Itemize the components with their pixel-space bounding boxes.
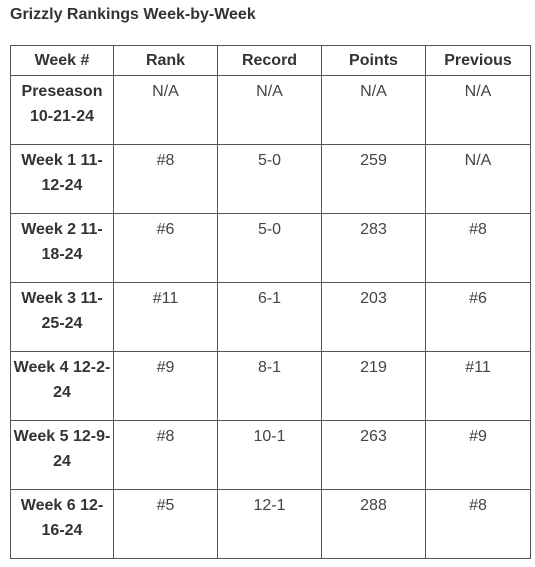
table-row: Preseason 10-21-24 N/A N/A N/A N/A bbox=[10, 75, 531, 145]
table-row: Week 1 11- 12-24 #8 5-0 259 N/A bbox=[10, 144, 531, 214]
previous-cell: N/A bbox=[425, 75, 531, 145]
table-row: Week 4 12-2- 24 #9 8-1 219 #11 bbox=[10, 351, 531, 421]
previous-cell: N/A bbox=[425, 144, 531, 214]
record-cell: 6-1 bbox=[217, 282, 322, 352]
week-line-2: 18-24 bbox=[41, 246, 83, 263]
previous-cell: #9 bbox=[425, 420, 531, 490]
week-cell: Week 1 11- 12-24 bbox=[10, 144, 114, 214]
record-cell: 5-0 bbox=[217, 144, 322, 214]
points-cell: 219 bbox=[321, 351, 426, 421]
table-row: Week 5 12-9- 24 #8 10-1 263 #9 bbox=[10, 420, 531, 490]
table-header-row: Week # Rank Record Points Previous bbox=[10, 45, 531, 76]
week-cell: Week 2 11- 18-24 bbox=[10, 213, 114, 283]
rankings-table: Week # Rank Record Points Previous Prese… bbox=[10, 45, 531, 559]
previous-cell: #11 bbox=[425, 351, 531, 421]
header-rank: Rank bbox=[113, 45, 218, 76]
record-cell: 12-1 bbox=[217, 489, 322, 559]
previous-cell: #6 bbox=[425, 282, 531, 352]
record-cell: 5-0 bbox=[217, 213, 322, 283]
week-line-1: Week 5 12-9- bbox=[13, 428, 111, 445]
header-week: Week # bbox=[10, 45, 114, 76]
week-cell: Week 4 12-2- 24 bbox=[10, 351, 114, 421]
points-cell: 288 bbox=[321, 489, 426, 559]
week-line-1: Preseason bbox=[21, 83, 103, 100]
page-title: Grizzly Rankings Week-by-Week bbox=[10, 6, 256, 23]
week-line-1: Week 1 11- bbox=[21, 152, 103, 169]
points-cell: 203 bbox=[321, 282, 426, 352]
rank-cell: #8 bbox=[113, 144, 218, 214]
week-line-2: 24 bbox=[53, 384, 71, 401]
week-cell: Week 6 12- 16-24 bbox=[10, 489, 114, 559]
record-cell: 8-1 bbox=[217, 351, 322, 421]
previous-cell: #8 bbox=[425, 489, 531, 559]
record-cell: 10-1 bbox=[217, 420, 322, 490]
week-line-1: Week 4 12-2- bbox=[13, 359, 111, 376]
week-line-2: 10-21-24 bbox=[29, 108, 95, 125]
table-row: Week 6 12- 16-24 #5 12-1 288 #8 bbox=[10, 489, 531, 559]
week-line-1: Week 6 12- bbox=[20, 497, 104, 514]
week-line-2: 25-24 bbox=[41, 315, 83, 332]
week-line-1: Week 3 11- bbox=[21, 290, 103, 307]
header-previous: Previous bbox=[425, 45, 531, 76]
week-line-2: 24 bbox=[53, 453, 71, 470]
week-line-1: Week 2 11- bbox=[21, 221, 103, 238]
week-line-2: 12-24 bbox=[41, 177, 83, 194]
header-record: Record bbox=[217, 45, 322, 76]
points-cell: 259 bbox=[321, 144, 426, 214]
rank-cell: #6 bbox=[113, 213, 218, 283]
rank-cell: #11 bbox=[113, 282, 218, 352]
previous-cell: #8 bbox=[425, 213, 531, 283]
record-cell: N/A bbox=[217, 75, 322, 145]
week-cell: Week 5 12-9- 24 bbox=[10, 420, 114, 490]
rank-cell: #5 bbox=[113, 489, 218, 559]
points-cell: 263 bbox=[321, 420, 426, 490]
week-cell: Preseason 10-21-24 bbox=[10, 75, 114, 145]
table-row: Week 2 11- 18-24 #6 5-0 283 #8 bbox=[10, 213, 531, 283]
points-cell: N/A bbox=[321, 75, 426, 145]
rank-cell: #8 bbox=[113, 420, 218, 490]
week-line-2: 16-24 bbox=[41, 522, 83, 539]
header-points: Points bbox=[321, 45, 426, 76]
points-cell: 283 bbox=[321, 213, 426, 283]
rank-cell: N/A bbox=[113, 75, 218, 145]
table-row: Week 3 11- 25-24 #11 6-1 203 #6 bbox=[10, 282, 531, 352]
rank-cell: #9 bbox=[113, 351, 218, 421]
week-cell: Week 3 11- 25-24 bbox=[10, 282, 114, 352]
